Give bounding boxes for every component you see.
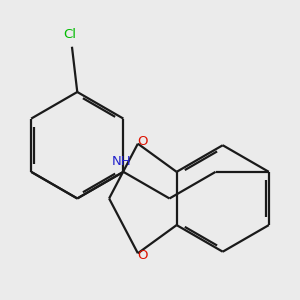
Text: O: O xyxy=(137,135,147,148)
Text: NH: NH xyxy=(112,154,131,168)
Text: Cl: Cl xyxy=(64,28,77,41)
Text: O: O xyxy=(137,248,147,262)
